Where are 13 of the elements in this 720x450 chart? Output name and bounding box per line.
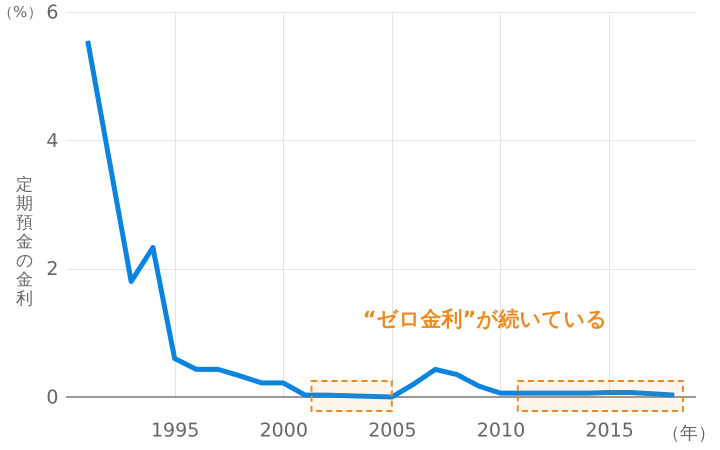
x-tick-label: 2005	[368, 420, 417, 442]
y-tick-label: 6	[46, 2, 58, 24]
y-tick-label: 4	[46, 130, 58, 152]
y-tick-label: 2	[46, 258, 58, 280]
y-tick-label: 0	[46, 386, 58, 408]
x-tick-label: 2000	[260, 420, 308, 442]
x-tick-label: 2010	[476, 420, 526, 442]
text: （%）	[0, 3, 42, 21]
annotation: “ゼロ金利”が続いている	[362, 307, 608, 331]
x-tick-label: 2015	[585, 420, 634, 442]
x-tick-label: 1995	[150, 420, 200, 442]
x-axis-title: （年）	[662, 423, 716, 444]
y-axis-title: 定期預金の金利	[16, 175, 33, 309]
